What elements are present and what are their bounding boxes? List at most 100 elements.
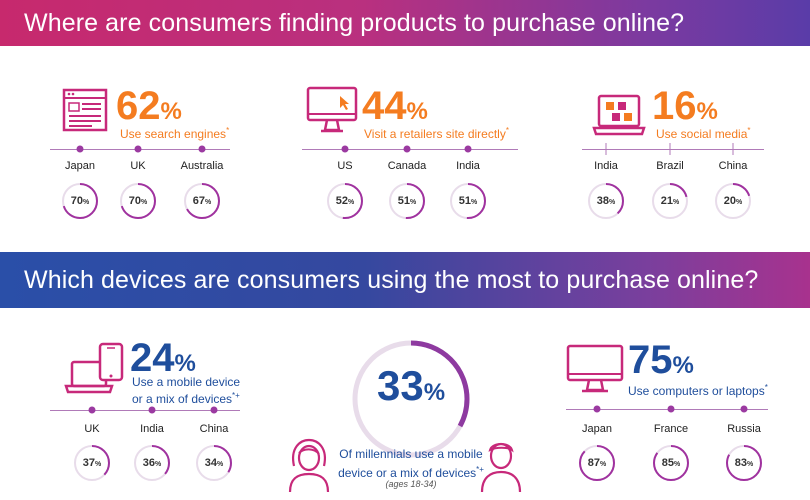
search-ring-japan: 70% (60, 181, 100, 221)
computers-axis (566, 409, 768, 410)
social-marker-brazil (669, 143, 671, 155)
mobile-country-uk: UK (84, 423, 100, 435)
mobile-country-china: China (199, 423, 229, 435)
computers-ring-france: 85% (651, 443, 691, 483)
search-value-uk: 70% (128, 195, 148, 207)
search-value-japan: 70% (70, 195, 90, 207)
social-ring-arc-brazil (652, 183, 688, 219)
millennials-ring (350, 338, 472, 460)
millennials-ages: (ages 18-34) (385, 479, 437, 489)
computers-label: Use computers or laptops* (628, 383, 768, 398)
mobile-ring-arc-uk (74, 445, 110, 481)
search-ring-uk: 70% (118, 181, 158, 221)
social-value-china: 20% (723, 195, 743, 207)
computers-marker-japan (593, 405, 601, 413)
monitor-cursor-icon (306, 86, 360, 141)
computers-percentage: 75% (628, 338, 694, 382)
mobile-ring-india: 36% (132, 443, 172, 483)
retailer-ring-canada: 51% (387, 181, 427, 221)
computers-marker-russia (740, 405, 748, 413)
mobile-ring-arc-china (196, 445, 232, 481)
social-ring-brazil: 21% (650, 181, 690, 221)
computers-country-russia: Russia (727, 423, 761, 435)
social-media-axis (582, 149, 764, 150)
retailer-site-label: Visit a retailers site directly* (364, 126, 509, 141)
retailer-site-percentage: 44% (362, 84, 428, 128)
mobile-axis (50, 410, 240, 411)
computers-ring-russia: 83% (724, 443, 764, 483)
mobile-marker-china (210, 406, 218, 414)
computers-value-france: 85% (661, 457, 681, 469)
computers-ring-japan: 87% (577, 443, 617, 483)
search-ring-arc-australia (184, 183, 220, 219)
social-ring-arc-india (588, 183, 624, 219)
retailer-country-canada: Canada (387, 160, 427, 172)
social-marker-china (732, 143, 734, 155)
computers-ring-arc-france (653, 445, 689, 481)
retailer-value-us: 52% (335, 195, 355, 207)
section1-title: Where are consumers finding products to … (24, 8, 685, 37)
retailer-ring-arc-us (327, 183, 363, 219)
search-ring-arc-uk (120, 183, 156, 219)
retailer-country-us: US (337, 160, 353, 172)
millennials-label: Of millennials use a mobile device or a … (338, 447, 484, 480)
social-ring-india: 38% (586, 181, 626, 221)
millennials-percentage: 33% (376, 362, 446, 409)
retailer-value-canada: 51% (397, 195, 417, 207)
retailer-ring-arc-canada (389, 183, 425, 219)
search-country-australia: Australia (180, 160, 224, 172)
computers-country-japan: Japan (582, 423, 612, 435)
section2-title: Which devices are consumers using the mo… (24, 265, 759, 294)
mobile-value-uk: 37% (82, 457, 102, 469)
mobile-value-china: 34% (204, 457, 224, 469)
desktop-monitor-icon (566, 344, 624, 399)
computers-value-russia: 83% (734, 457, 754, 469)
search-value-australia: 67% (192, 195, 212, 207)
search-country-uk: UK (130, 160, 146, 172)
social-ring-china: 20% (713, 181, 753, 221)
mobile-ring-uk: 37% (72, 443, 112, 483)
woman-icon (286, 436, 332, 497)
social-media-label: Use social media* (656, 126, 751, 141)
computers-country-france: France (653, 423, 689, 435)
mobile-country-india: India (140, 423, 164, 435)
computers-ring-arc-russia (726, 445, 762, 481)
social-country-india: India (594, 160, 618, 172)
search-ring-arc-japan (62, 183, 98, 219)
search-engines-label: Use search engines* (120, 126, 230, 141)
retailer-ring-arc-india (450, 183, 486, 219)
search-country-japan: Japan (65, 160, 95, 172)
search-marker-japan (76, 145, 84, 153)
man-icon (478, 436, 524, 497)
mobile-label: Use a mobile device or a mix of devices*… (132, 375, 241, 406)
mobile-percentage: 24% (130, 336, 196, 380)
mobile-ring-china: 34% (194, 443, 234, 483)
social-country-brazil: Brazil (656, 160, 684, 172)
laptop-phone-icon (64, 342, 130, 399)
retailer-marker-us (341, 145, 349, 153)
social-country-china: China (718, 160, 748, 172)
retailer-ring-india: 51% (448, 181, 488, 221)
retailer-ring-us: 52% (325, 181, 365, 221)
retailer-marker-india (464, 145, 472, 153)
computers-value-japan: 87% (587, 457, 607, 469)
social-value-brazil: 21% (660, 195, 680, 207)
search-engines-percentage: 62% (116, 84, 182, 128)
search-ring-australia: 67% (182, 181, 222, 221)
section2-banner: Which devices are consumers using the mo… (0, 252, 810, 308)
social-ring-arc-china (715, 183, 751, 219)
computers-marker-france (667, 405, 675, 413)
retailer-value-india: 51% (458, 195, 478, 207)
mobile-value-india: 36% (142, 457, 162, 469)
social-value-india: 38% (596, 195, 616, 207)
millennials-ring-arc (352, 340, 470, 458)
social-media-percentage: 16% (652, 84, 718, 128)
mobile-marker-india (148, 406, 156, 414)
computers-ring-arc-japan (579, 445, 615, 481)
social-marker-india (605, 143, 607, 155)
retailer-marker-canada (403, 145, 411, 153)
search-marker-australia (198, 145, 206, 153)
mobile-ring-arc-india (134, 445, 170, 481)
search-marker-uk (134, 145, 142, 153)
laptop-social-icon (592, 94, 648, 141)
